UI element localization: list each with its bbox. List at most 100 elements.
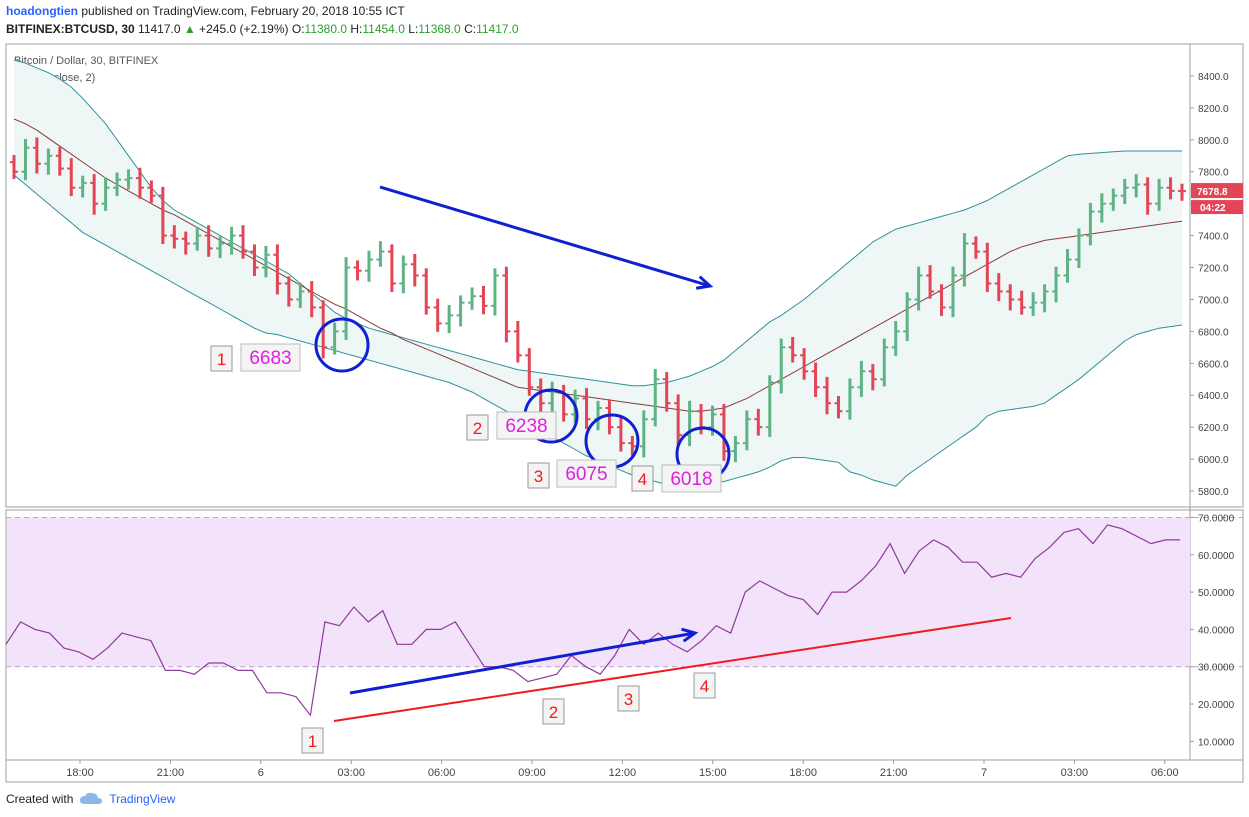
rsi-number: 4 [700, 677, 709, 696]
rsi-axis-label: 20.0000 [1198, 700, 1235, 711]
open-label: O: [291, 22, 305, 36]
low-price-box [496, 411, 557, 440]
time-axis-label: 09:00 [518, 767, 546, 779]
ohlc-bar [479, 285, 488, 315]
ohlc-bar [1097, 193, 1106, 223]
ohlc-bar [834, 396, 843, 419]
ohlc-bar [90, 174, 99, 215]
ohlc-bar [399, 255, 408, 294]
ohlc-bar [651, 368, 660, 427]
ohlc-bar [731, 435, 740, 463]
time-axis-label: 06:00 [428, 767, 456, 779]
publish-info: published on TradingView.com, February 2… [81, 4, 405, 18]
rsi-number: 1 [308, 732, 317, 751]
symbol-line: BITFINEX:BTCUSD, 30 11417.0 ▲ +245.0 (+2… [6, 22, 519, 36]
ohlc-bar [788, 336, 797, 363]
publish-line: hoadongtien published on TradingView.com… [6, 4, 405, 18]
low-number-box [631, 465, 654, 492]
ohlc-bar [662, 372, 671, 412]
ohlc-bar [605, 399, 614, 435]
ohlc-bar [307, 281, 316, 318]
ohlc-bar [548, 381, 557, 415]
bb-band-fill [14, 60, 1182, 487]
rsi-axis-label: 30.0000 [1198, 663, 1235, 674]
time-axis-label: 6 [258, 767, 264, 779]
tradingview-brand[interactable]: TradingView [109, 792, 176, 806]
ohlc-bar [387, 244, 396, 292]
rsi-number-box [542, 698, 565, 725]
ohlc-bar [250, 244, 259, 276]
ohlc-bar [926, 265, 935, 299]
ohlc-bar [342, 257, 351, 340]
ohlc-bar [903, 292, 912, 342]
price-axis-label: 7200.0 [1198, 264, 1229, 275]
price-axis-label: 5800.0 [1198, 487, 1229, 498]
rsi-band-fill [7, 517, 1190, 667]
rsi-line [5, 524, 1180, 717]
rsi-number-box [693, 672, 716, 699]
ohlc-bar [468, 287, 477, 310]
ohlc-bar [948, 266, 957, 318]
ohlc-bar [1074, 228, 1083, 268]
ohlc-bar [410, 253, 419, 287]
time-axis-label: 03:00 [337, 767, 365, 779]
price-axis-label: 6400.0 [1198, 391, 1229, 402]
ohlc-bar [433, 298, 442, 332]
low-price: 6683 [249, 348, 291, 369]
low-number: 2 [473, 419, 482, 438]
ohlc-bar [67, 158, 76, 197]
ohlc-bar [971, 236, 980, 259]
ohlc-bar [1132, 174, 1141, 198]
low-number: 3 [534, 467, 543, 486]
last-price: 11417.0 [138, 22, 181, 36]
ohlc-bar [216, 236, 225, 259]
ohlc-bar [868, 364, 877, 391]
ohlc-bar [113, 172, 122, 197]
ohlc-bar [21, 138, 30, 181]
author-name[interactable]: hoadongtien [6, 4, 78, 18]
countdown-tag [1191, 200, 1243, 215]
created-with-label: Created with [6, 792, 74, 806]
price-axis-label: 8200.0 [1198, 104, 1229, 115]
ohlc-bar [937, 284, 946, 316]
time-axis-label: 03:00 [1061, 767, 1089, 779]
time-axis-label: 21:00 [880, 767, 908, 779]
price-pane-title: Bitcoin / Dollar, 30, BITFINEX [14, 55, 159, 67]
ohlc-bar [147, 180, 156, 203]
ohlc-bar [1017, 290, 1026, 315]
price-axis-label: 6200.0 [1198, 423, 1229, 434]
low-label: L: [408, 22, 419, 36]
ohlc-bar [502, 266, 511, 343]
ohlc-bar [445, 305, 454, 334]
ohlc-bar [719, 404, 728, 461]
ohlc-bar [1178, 183, 1186, 201]
ohlc-bar [296, 282, 305, 308]
ohlc-bar [284, 276, 293, 307]
low-price-box [661, 464, 722, 493]
ohlc-bar [364, 250, 373, 282]
ohlc-bar [193, 226, 202, 251]
price-axis-label: 6600.0 [1198, 359, 1229, 370]
close-label: C: [464, 22, 477, 36]
price-pane-frame [5, 43, 1244, 508]
price-axis-label: 7800.0 [1198, 168, 1229, 179]
time-axis-label: 18:00 [66, 767, 94, 779]
ohlc-bar [983, 242, 992, 292]
rsi-number-box [301, 727, 324, 754]
low-number-box [527, 462, 550, 489]
price-axis-label: 8400.0 [1198, 72, 1229, 83]
ohlc-bar [227, 226, 236, 255]
tradingview-cloud-icon [80, 792, 103, 804]
ohlc-bar [1086, 202, 1095, 246]
ohlc-bar [78, 175, 87, 198]
low-price-box [240, 343, 301, 372]
ohlc-bar [800, 348, 809, 380]
low-value: 11368.0 [418, 22, 461, 36]
ohlc-bar [261, 245, 270, 278]
low-price: 6238 [505, 416, 547, 437]
ohlc-bar [124, 169, 133, 190]
ohlc-bar [811, 362, 820, 397]
price-axis-label: 7400.0 [1198, 232, 1229, 243]
last-price-tag [1191, 183, 1243, 199]
